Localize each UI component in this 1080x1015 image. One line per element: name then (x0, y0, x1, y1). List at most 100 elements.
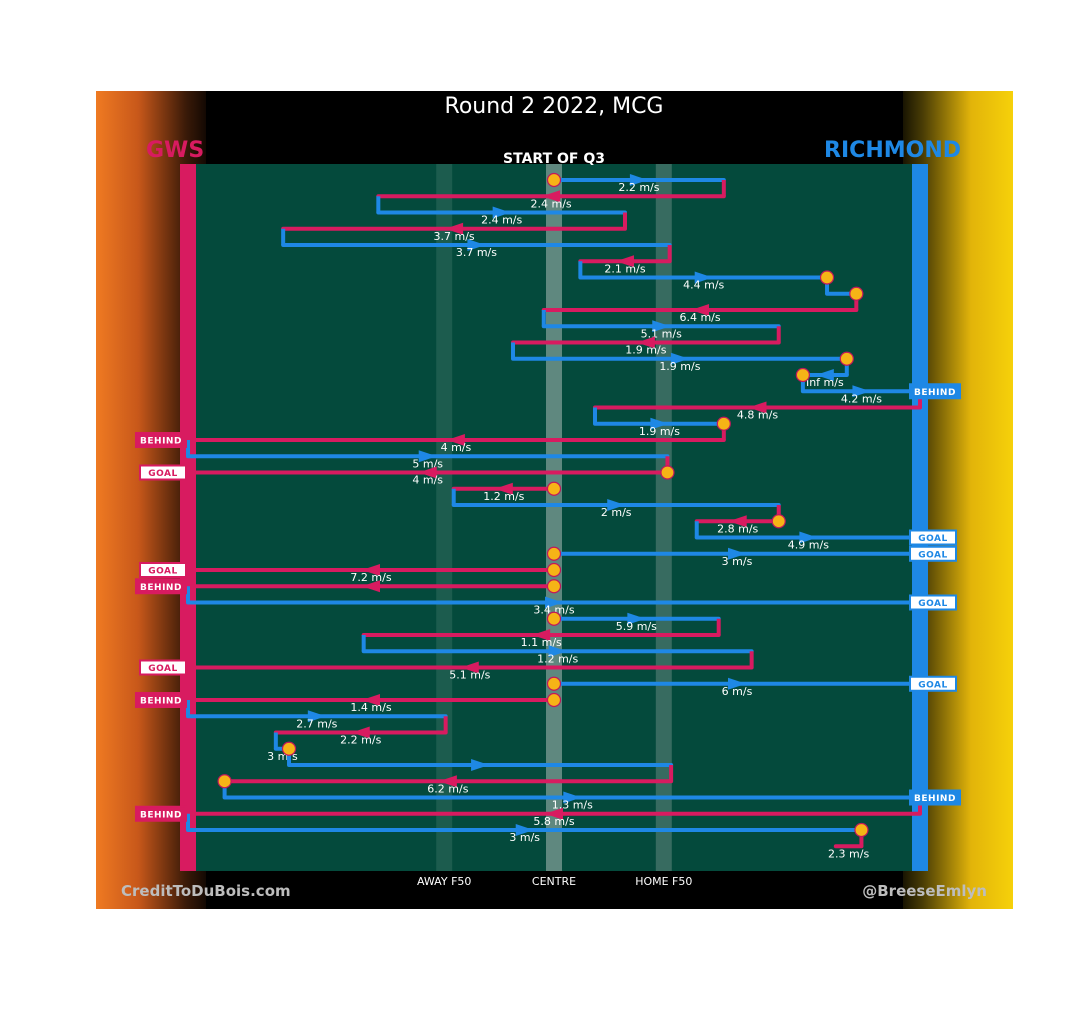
direction-arrow (629, 174, 648, 186)
direction-arrow (362, 564, 380, 576)
possession-segment: 1.9 m/s (592, 407, 726, 438)
richmond-goal-post (912, 164, 928, 871)
speed-label: 7.2 m/s (350, 571, 391, 584)
possession-segment: 1.4 m/s (186, 694, 556, 714)
gws-team-label: GWS (146, 138, 204, 163)
outcome-badge-bg (135, 692, 187, 708)
speed-label: 1.1 m/s (521, 636, 562, 649)
speed-label: 5.8 m/s (533, 815, 574, 828)
speed-label: 3.4 m/s (533, 604, 574, 617)
outcome-badge: BEHIND (909, 789, 961, 806)
speed-label: 1.9 m/s (639, 425, 680, 438)
direction-arrow (307, 710, 326, 723)
direction-arrow (607, 499, 626, 511)
ball-marker (217, 774, 232, 789)
speed-label: 1.2 m/s (483, 490, 524, 503)
speed-label: 4.2 m/s (841, 392, 882, 405)
speed-label: 2.7 m/s (296, 717, 337, 730)
direction-arrow (362, 694, 380, 706)
outcome-badge: BEHIND (135, 805, 187, 822)
possession-segment: 5.1 m/s (541, 310, 781, 340)
outcome-text: GOAL (918, 599, 948, 609)
richmond-team-label: RICHMOND (824, 138, 961, 163)
direction-arrow (670, 352, 689, 365)
possession-chains: 2.2 m/s 2.4 m/s 2.4 m/s 3.7 m/s 3.7 m/s 2.1 m… (186, 172, 922, 860)
possession-segment: 1.2 m/s (361, 635, 754, 665)
outcome-badge: GOAL (909, 594, 957, 611)
ball-marker (281, 741, 297, 756)
direction-arrow (650, 417, 669, 430)
speed-label: 5.9 m/s (616, 620, 657, 633)
speed-label: 4.9 m/s (788, 539, 829, 552)
possession-segment: 2.7 m/s (186, 700, 448, 730)
direction-arrow (492, 206, 511, 219)
direction-arrow (446, 434, 465, 446)
possession-segment: 1.9 m/s (511, 326, 781, 357)
possession-segment: 4.9 m/s (694, 521, 922, 552)
possession-segment: 4 m/s (186, 423, 726, 454)
outcome-badge-bg (909, 675, 957, 692)
possession-chain-chart: 2.2 m/s 2.4 m/s 2.4 m/s 3.7 m/s 3.7 m/s 2.1 m… (121, 94, 987, 900)
direction-arrow (728, 677, 746, 690)
outcome-labels: BEHIND BEHIND GOAL GOAL GOAL GOAL BEHIND GOAL GO… (135, 383, 961, 822)
outcome-badge: GOAL (139, 464, 187, 481)
possession-segment: 2.8 m/s (694, 505, 781, 535)
chart-subtitle: START OF Q3 (503, 151, 605, 167)
speed-label: Inf m/s (806, 376, 844, 389)
outcome-badge: BEHIND (135, 432, 187, 448)
outcome-text: BEHIND (914, 794, 956, 804)
outcome-text: GOAL (148, 469, 178, 479)
outcome-badge: GOAL (909, 545, 957, 562)
speed-label: 1.2 m/s (537, 652, 578, 665)
speed-label: 2.3 m/s (828, 847, 869, 860)
direction-arrow (563, 791, 582, 804)
ball-marker (546, 692, 562, 708)
ball-marker (546, 481, 562, 496)
outcome-text: BEHIND (140, 810, 182, 820)
speed-label: 4 m/s (441, 441, 472, 454)
direction-arrow (542, 190, 561, 203)
direction-arrow (351, 726, 370, 739)
direction-arrow (728, 515, 747, 528)
speed-label: 3 m/s (509, 831, 540, 844)
direction-arrow (532, 629, 551, 641)
direction-arrow (627, 612, 646, 625)
speed-label: 2.1 m/s (604, 262, 645, 275)
credit-right: @BreeseEmlyn (862, 882, 987, 900)
speed-label: 5.1 m/s (449, 669, 490, 682)
ball-marker (854, 822, 869, 838)
possession-segment: 4.8 m/s (592, 391, 922, 422)
outcome-badge-bg (909, 789, 961, 806)
speed-label: 2.4 m/s (481, 214, 522, 227)
outcome-text: GOAL (148, 567, 178, 577)
outcome-text: GOAL (148, 664, 178, 674)
x-axis-labels: AWAY F50 CENTRE HOME F50 (417, 875, 692, 888)
chart-title: Round 2 2022, MCG (445, 94, 664, 119)
gws-goal-post (180, 164, 196, 871)
outcome-badge-bg (909, 383, 961, 400)
x-axis-label: HOME F50 (635, 875, 692, 888)
ball-marker (771, 514, 786, 529)
ball-marker (546, 579, 562, 594)
possession-segment: 2 m/s (451, 488, 781, 519)
possession-segment: 2.1 m/s (578, 245, 672, 275)
outcome-badge: GOAL (139, 659, 187, 676)
outcome-text: GOAL (918, 680, 948, 690)
ball-marker (546, 546, 562, 561)
speed-label: 5.1 m/s (641, 327, 682, 340)
possession-segment: 6.2 m/s (222, 765, 674, 795)
outcome-badge-bg (139, 562, 187, 578)
ball-marker (546, 611, 562, 626)
possession-segment: 3.4 m/s (186, 586, 922, 617)
direction-arrow (467, 239, 486, 251)
speed-label: 3.7 m/s (434, 230, 475, 243)
speed-label: 2.2 m/s (618, 181, 659, 194)
outcome-badge-bg (909, 545, 957, 562)
direction-arrow (852, 385, 871, 398)
possession-segment: 1.9 m/s (511, 342, 849, 373)
possession-segment: 6 m/s (552, 677, 922, 698)
possession-segment: 6.4 m/s (541, 293, 859, 324)
possession-segment: 1.1 m/s (361, 618, 721, 649)
possession-segment: 3.7 m/s (281, 228, 672, 259)
outcome-text: BEHIND (140, 697, 182, 707)
